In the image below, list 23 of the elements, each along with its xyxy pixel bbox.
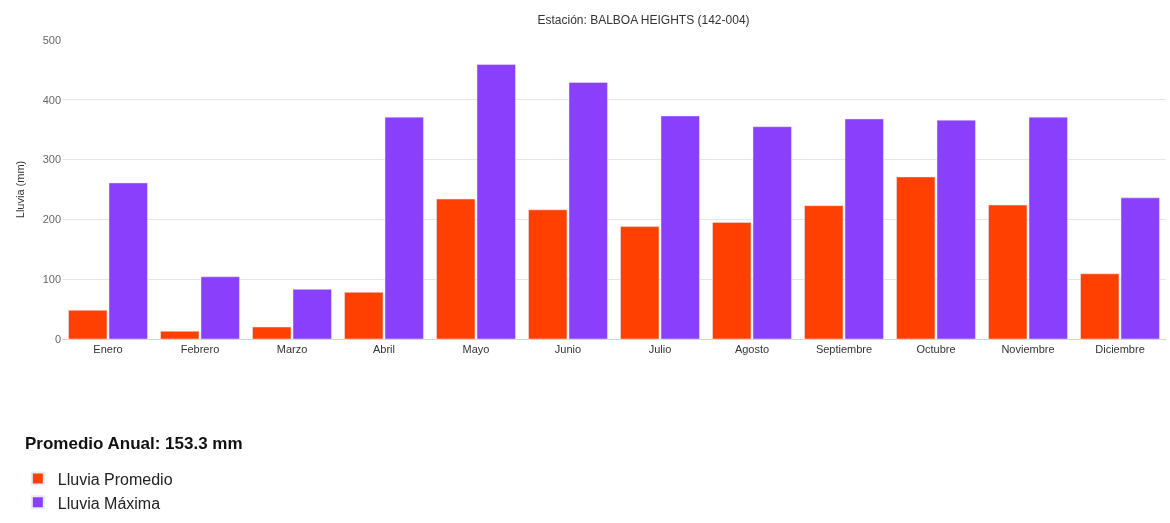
y-axis-title: Lluvia (mm) bbox=[14, 160, 27, 219]
legend-label: Lluvia Máxima bbox=[57, 494, 161, 512]
x-tick-label: Enero bbox=[93, 343, 123, 356]
x-tick-label: Octubre bbox=[916, 343, 956, 356]
chart-title: Estación: BALBOA HEIGHTS (142-004) bbox=[537, 13, 750, 28]
y-tick-label: 300 bbox=[42, 153, 61, 166]
x-tick-label: Mayo bbox=[462, 343, 490, 356]
x-tick-label: Septiembre bbox=[815, 343, 873, 356]
x-tick-label: Noviembre bbox=[1001, 343, 1055, 356]
x-tick-label: Agosto bbox=[734, 343, 770, 356]
legend-label: Lluvia Promedio bbox=[57, 470, 173, 488]
y-tick-label: 0 bbox=[54, 332, 61, 345]
x-tick-label: Diciembre bbox=[1095, 343, 1145, 356]
x-tick-label: Julio bbox=[648, 343, 672, 356]
x-tick-label: Junio bbox=[554, 343, 582, 356]
y-tick-label: 200 bbox=[42, 213, 61, 226]
y-tick-label: 400 bbox=[42, 93, 61, 106]
x-tick-label: Abril bbox=[372, 343, 396, 356]
y-tick-label: 100 bbox=[42, 273, 61, 286]
y-tick-label: 500 bbox=[42, 33, 61, 46]
x-tick-label: Febrero bbox=[180, 343, 220, 356]
x-tick-label: Marzo bbox=[276, 343, 308, 356]
text: Promedio Anual: 153.3 mm bbox=[25, 434, 243, 453]
